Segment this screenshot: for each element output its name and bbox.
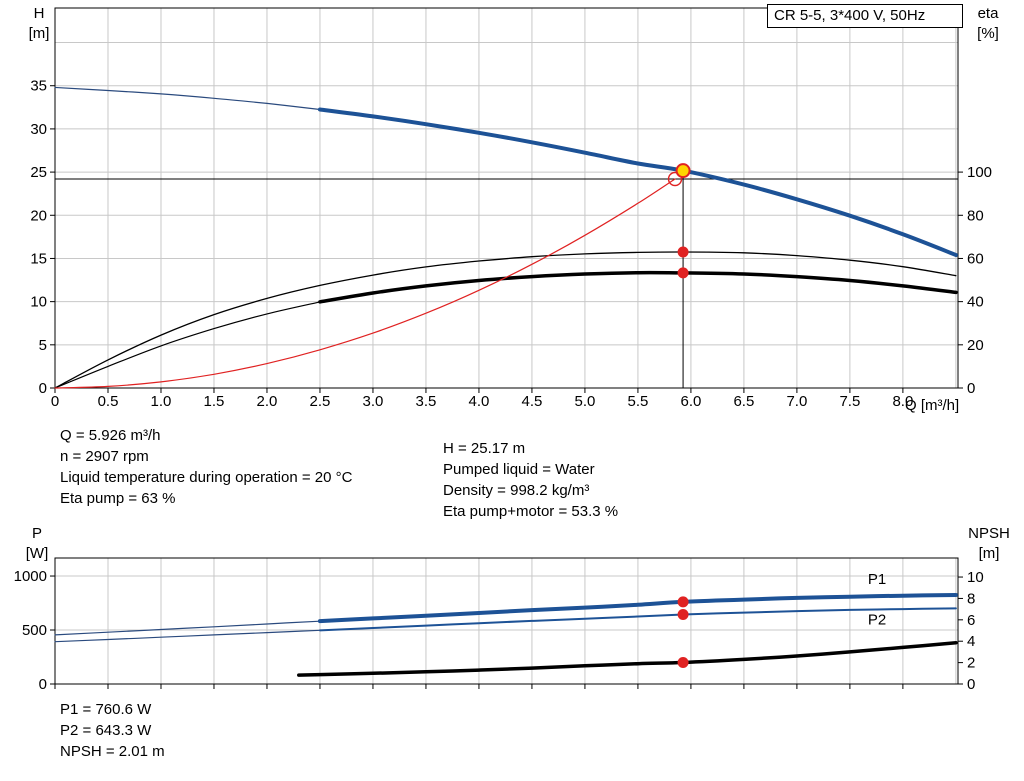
x-tick-label: 1.0 — [151, 393, 172, 410]
y-right-tick-label: 0 — [967, 676, 975, 693]
y-left-tick-label: 10 — [30, 294, 47, 311]
x-tick-label: 0.5 — [98, 393, 119, 410]
info-line-speed: n = 2907 rpm — [60, 448, 149, 465]
x-tick-label: 4.5 — [522, 393, 543, 410]
info-line-pumped-liquid: Pumped liquid = Water — [443, 461, 595, 478]
x-tick-label: 2.5 — [310, 393, 331, 410]
flow-axis-label: Q [m³/h] — [905, 397, 960, 414]
pump-model-text: CR 5-5, 3*400 V, 50Hz — [774, 7, 926, 24]
y-left-tick-label: 20 — [30, 207, 47, 224]
y-right-tick-label: 20 — [967, 337, 984, 354]
power-axis-unit: [W] — [25, 545, 49, 562]
x-tick-label: 3.5 — [416, 393, 437, 410]
y-right-tick-label: 40 — [967, 294, 984, 311]
x-tick-label: 6.5 — [733, 393, 754, 410]
x-tick-label: 4.0 — [469, 393, 490, 410]
x-tick-label: 3.0 — [363, 393, 384, 410]
y-right-tick-label: 8 — [967, 590, 975, 607]
info-line-npsh: NPSH = 2.01 m — [60, 743, 165, 760]
duty-info-left: Q = 5.926 m³/h n = 2907 rpm Liquid tempe… — [60, 425, 352, 509]
eta-pump-curve — [54, 251, 957, 389]
axes: 0 500 1000 0 2 4 6 8 10 — [14, 568, 984, 693]
y-right-tick-label: 60 — [967, 250, 984, 267]
system-curve — [54, 178, 676, 389]
duty-info-right: H = 25.17 m Pumped liquid = Water Densit… — [443, 438, 618, 522]
npsh-axis-symbol: NPSH — [968, 525, 1010, 542]
power-axis-symbol: P — [31, 525, 42, 542]
eta-axis-symbol: eta — [977, 5, 999, 22]
gridlines — [55, 558, 958, 684]
head-axis-symbol: H — [33, 5, 45, 22]
y-left-tick-label: 15 — [30, 250, 47, 267]
p1-curve-low-flow — [54, 620, 321, 636]
plot-border — [54, 557, 959, 685]
info-line-p1: P1 = 760.6 W — [60, 701, 152, 718]
info-line-eta-pump: Eta pump = 63 % — [60, 490, 176, 507]
y-right-tick-label: 6 — [967, 612, 975, 629]
x-tick-label: 8.0 — [892, 393, 913, 410]
info-line-head: H = 25.17 m — [443, 440, 526, 457]
qh-eta-chart: 0 0.5 1.0 1.5 2.0 2.5 3.0 3.5 4.0 4.5 5.0 5.5 6.0 6.5… — [30, 7, 992, 410]
power-axis-label: P [W] — [17, 524, 57, 564]
plot-border — [54, 7, 959, 389]
y-left-tick-label: 0 — [39, 676, 47, 693]
y-right-tick-label: 10 — [967, 569, 984, 586]
x-tick-label: 6.0 — [680, 393, 701, 410]
p1-curve — [317, 593, 958, 624]
info-line-density: Density = 998.2 kg/m³ — [443, 482, 590, 499]
p1-curve-label: P1 — [868, 571, 886, 588]
eta-axis-unit: [%] — [977, 25, 999, 42]
x-tick-label: 0 — [51, 393, 59, 410]
x-tick-label: 7.5 — [839, 393, 860, 410]
y-right-tick-label: 2 — [967, 655, 975, 672]
p2-curve-label: P2 — [868, 611, 886, 628]
p1-duty-point — [677, 596, 689, 608]
npsh-axis-unit: [m] — [978, 545, 1000, 562]
x-tick-label: 7.0 — [786, 393, 807, 410]
y-right-tick-label: 80 — [967, 207, 984, 224]
x-tick-label: 5.5 — [627, 393, 648, 410]
y-left-tick-label: 5 — [39, 337, 47, 354]
y-left-tick-label: 30 — [30, 121, 47, 138]
npsh-curve — [297, 641, 958, 677]
x-tick-label: 1.5 — [204, 393, 225, 410]
y-left-tick-label: 1000 — [14, 568, 47, 585]
x-tick-label: 5.0 — [574, 393, 595, 410]
axes: 0 0.5 1.0 1.5 2.0 2.5 3.0 3.5 4.0 4.5 5.0 5.5 6.0 6.5… — [30, 78, 992, 410]
qh-curve[interactable] — [317, 107, 958, 257]
eta-pump-duty-point — [677, 246, 689, 258]
y-left-tick-label: 500 — [22, 622, 47, 639]
pump-model-box: CR 5-5, 3*400 V, 50Hz — [767, 4, 963, 28]
info-line-p2: P2 = 643.3 W — [60, 722, 152, 739]
actual-duty-point[interactable] — [675, 163, 691, 179]
p2-curve-low-flow — [54, 629, 321, 643]
gridlines — [55, 8, 958, 388]
y-left-tick-label: 35 — [30, 78, 47, 95]
eta-axis-label: eta [%] — [968, 4, 1008, 44]
y-right-tick-label: 100 — [967, 164, 992, 181]
head-axis-label: H [m] — [20, 4, 58, 44]
eta-pump-motor-duty-point — [677, 267, 689, 279]
y-right-tick-label: 4 — [967, 633, 975, 650]
p2-curve — [318, 607, 957, 632]
requested-duty-point[interactable] — [667, 171, 683, 187]
head-axis-unit: [m] — [28, 25, 50, 42]
eta-pump-motor-curve — [318, 270, 958, 304]
p2-duty-point — [677, 609, 689, 621]
y-left-tick-label: 25 — [30, 164, 47, 181]
qh-curve-low-flow — [54, 86, 321, 111]
info-line-flow: Q = 5.926 m³/h — [60, 427, 161, 444]
x-tick-label: 2.0 — [257, 393, 278, 410]
eta-pump-motor-curve-low-flow — [54, 301, 321, 389]
info-line-liquid-temperature: Liquid temperature during operation = 20… — [60, 469, 353, 486]
npsh-duty-point — [677, 657, 689, 669]
power-info: P1 = 760.6 W P2 = 643.3 W NPSH = 2.01 m — [60, 699, 165, 762]
y-left-tick-label: 0 — [39, 380, 47, 397]
info-line-eta-pump-motor: Eta pump+motor = 53.3 % — [443, 503, 619, 520]
y-right-tick-label: 0 — [967, 380, 975, 397]
npsh-axis-label: NPSH [m] — [963, 524, 1015, 564]
power-npsh-chart: 0 500 1000 0 2 4 6 8 10 P1 P2 — [14, 557, 984, 693]
